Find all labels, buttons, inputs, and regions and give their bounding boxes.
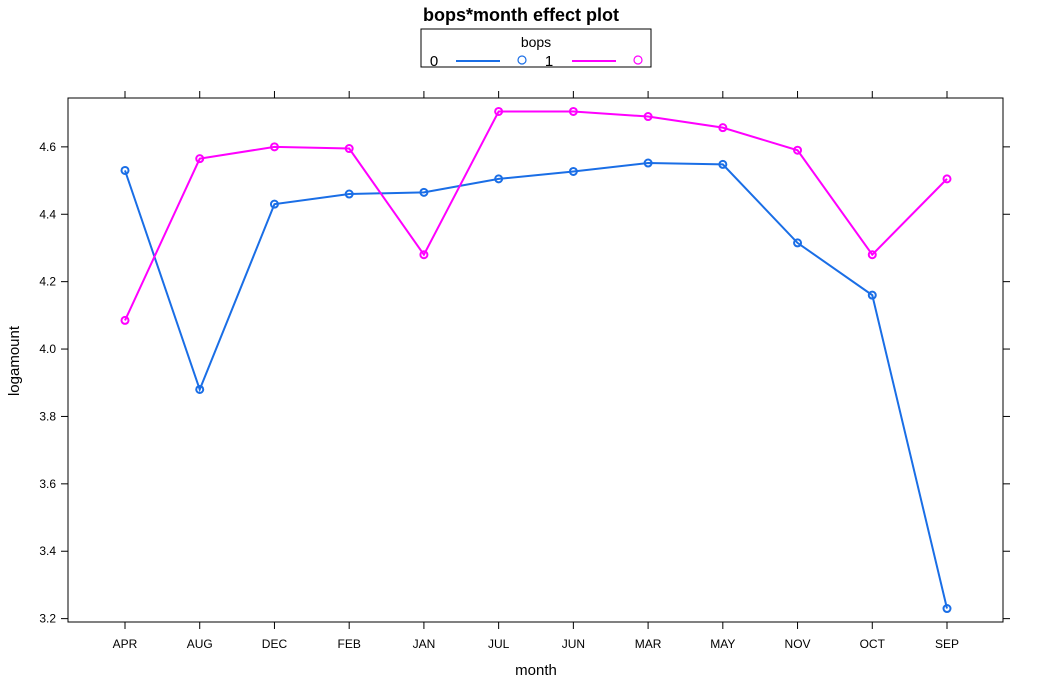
point-1-mar: [643, 112, 653, 122]
legend-label-0: 0: [430, 53, 438, 70]
x-axis-label: month: [515, 662, 557, 679]
x-tick-label-jun: JUN: [562, 637, 585, 651]
point-1-apr: [120, 315, 130, 325]
x-tick-label-may: MAY: [710, 637, 735, 651]
point-0-nov: [793, 238, 803, 248]
point-0-sep: [942, 604, 952, 614]
chart-title: bops*month effect plot: [423, 5, 619, 25]
point-0-jul: [494, 174, 504, 184]
point-1-oct: [867, 250, 877, 260]
point-1-aug: [195, 154, 205, 164]
y-axis-label: logamount: [6, 325, 23, 396]
series-line-1: [124, 110, 948, 321]
point-1-feb: [344, 144, 354, 154]
legend-marker-0: [517, 55, 527, 65]
x-tick-label-dec: DEC: [262, 637, 288, 651]
x-tick-label-nov: NOV: [785, 637, 811, 651]
point-0-may: [718, 159, 728, 169]
point-0-aug: [195, 384, 205, 394]
point-0-oct: [867, 290, 877, 300]
y-axis: 3.2 3.4 3.6 3.8 4.0 4.2 4.4 4.6: [39, 140, 1010, 626]
legend-marker-1: [633, 55, 643, 65]
point-1-jun: [568, 106, 578, 116]
point-1-jul: [494, 106, 504, 116]
point-0-dec: [269, 199, 279, 209]
x-tick-label-apr: APR: [113, 637, 138, 651]
point-1-sep: [942, 174, 952, 184]
series-0: [120, 158, 952, 614]
series-1: [120, 106, 952, 325]
point-0-jan: [419, 187, 429, 197]
y-tick-label-4.2: 4.2: [39, 275, 56, 289]
legend: bops 0 1: [420, 28, 652, 70]
point-0-apr: [120, 165, 130, 175]
point-1-dec: [269, 142, 279, 152]
point-1-nov: [793, 145, 803, 155]
series-line-0: [124, 162, 948, 609]
plot-frame: [67, 97, 1004, 623]
point-0-jun: [568, 166, 578, 176]
y-tick-label-4.0: 4.0: [39, 342, 56, 356]
y-tick-label-3.2: 3.2: [39, 612, 56, 626]
legend-title: bops: [521, 34, 551, 50]
series-layer: [120, 106, 952, 614]
y-tick-label-3.8: 3.8: [39, 409, 56, 423]
y-tick-label-3.4: 3.4: [39, 544, 56, 558]
x-axis: APR AUG DEC FEB JAN JUL JUN MAR MAY NOV OCT SEP: [113, 91, 959, 651]
x-tick-label-mar: MAR: [635, 637, 662, 651]
y-tick-label-4.4: 4.4: [39, 207, 56, 221]
x-tick-label-oct: OCT: [860, 637, 886, 651]
point-1-may: [718, 123, 728, 133]
point-1-jan: [419, 250, 429, 260]
x-tick-label-feb: FEB: [338, 637, 361, 651]
x-tick-label-jul: JUL: [488, 637, 510, 651]
x-tick-label-sep: SEP: [935, 637, 959, 651]
x-tick-label-jan: JAN: [413, 637, 436, 651]
y-tick-label-3.6: 3.6: [39, 477, 56, 491]
point-0-mar: [643, 158, 653, 168]
legend-label-1: 1: [545, 53, 553, 70]
x-tick-label-aug: AUG: [187, 637, 213, 651]
point-0-feb: [344, 189, 354, 199]
y-tick-label-4.6: 4.6: [39, 140, 56, 154]
